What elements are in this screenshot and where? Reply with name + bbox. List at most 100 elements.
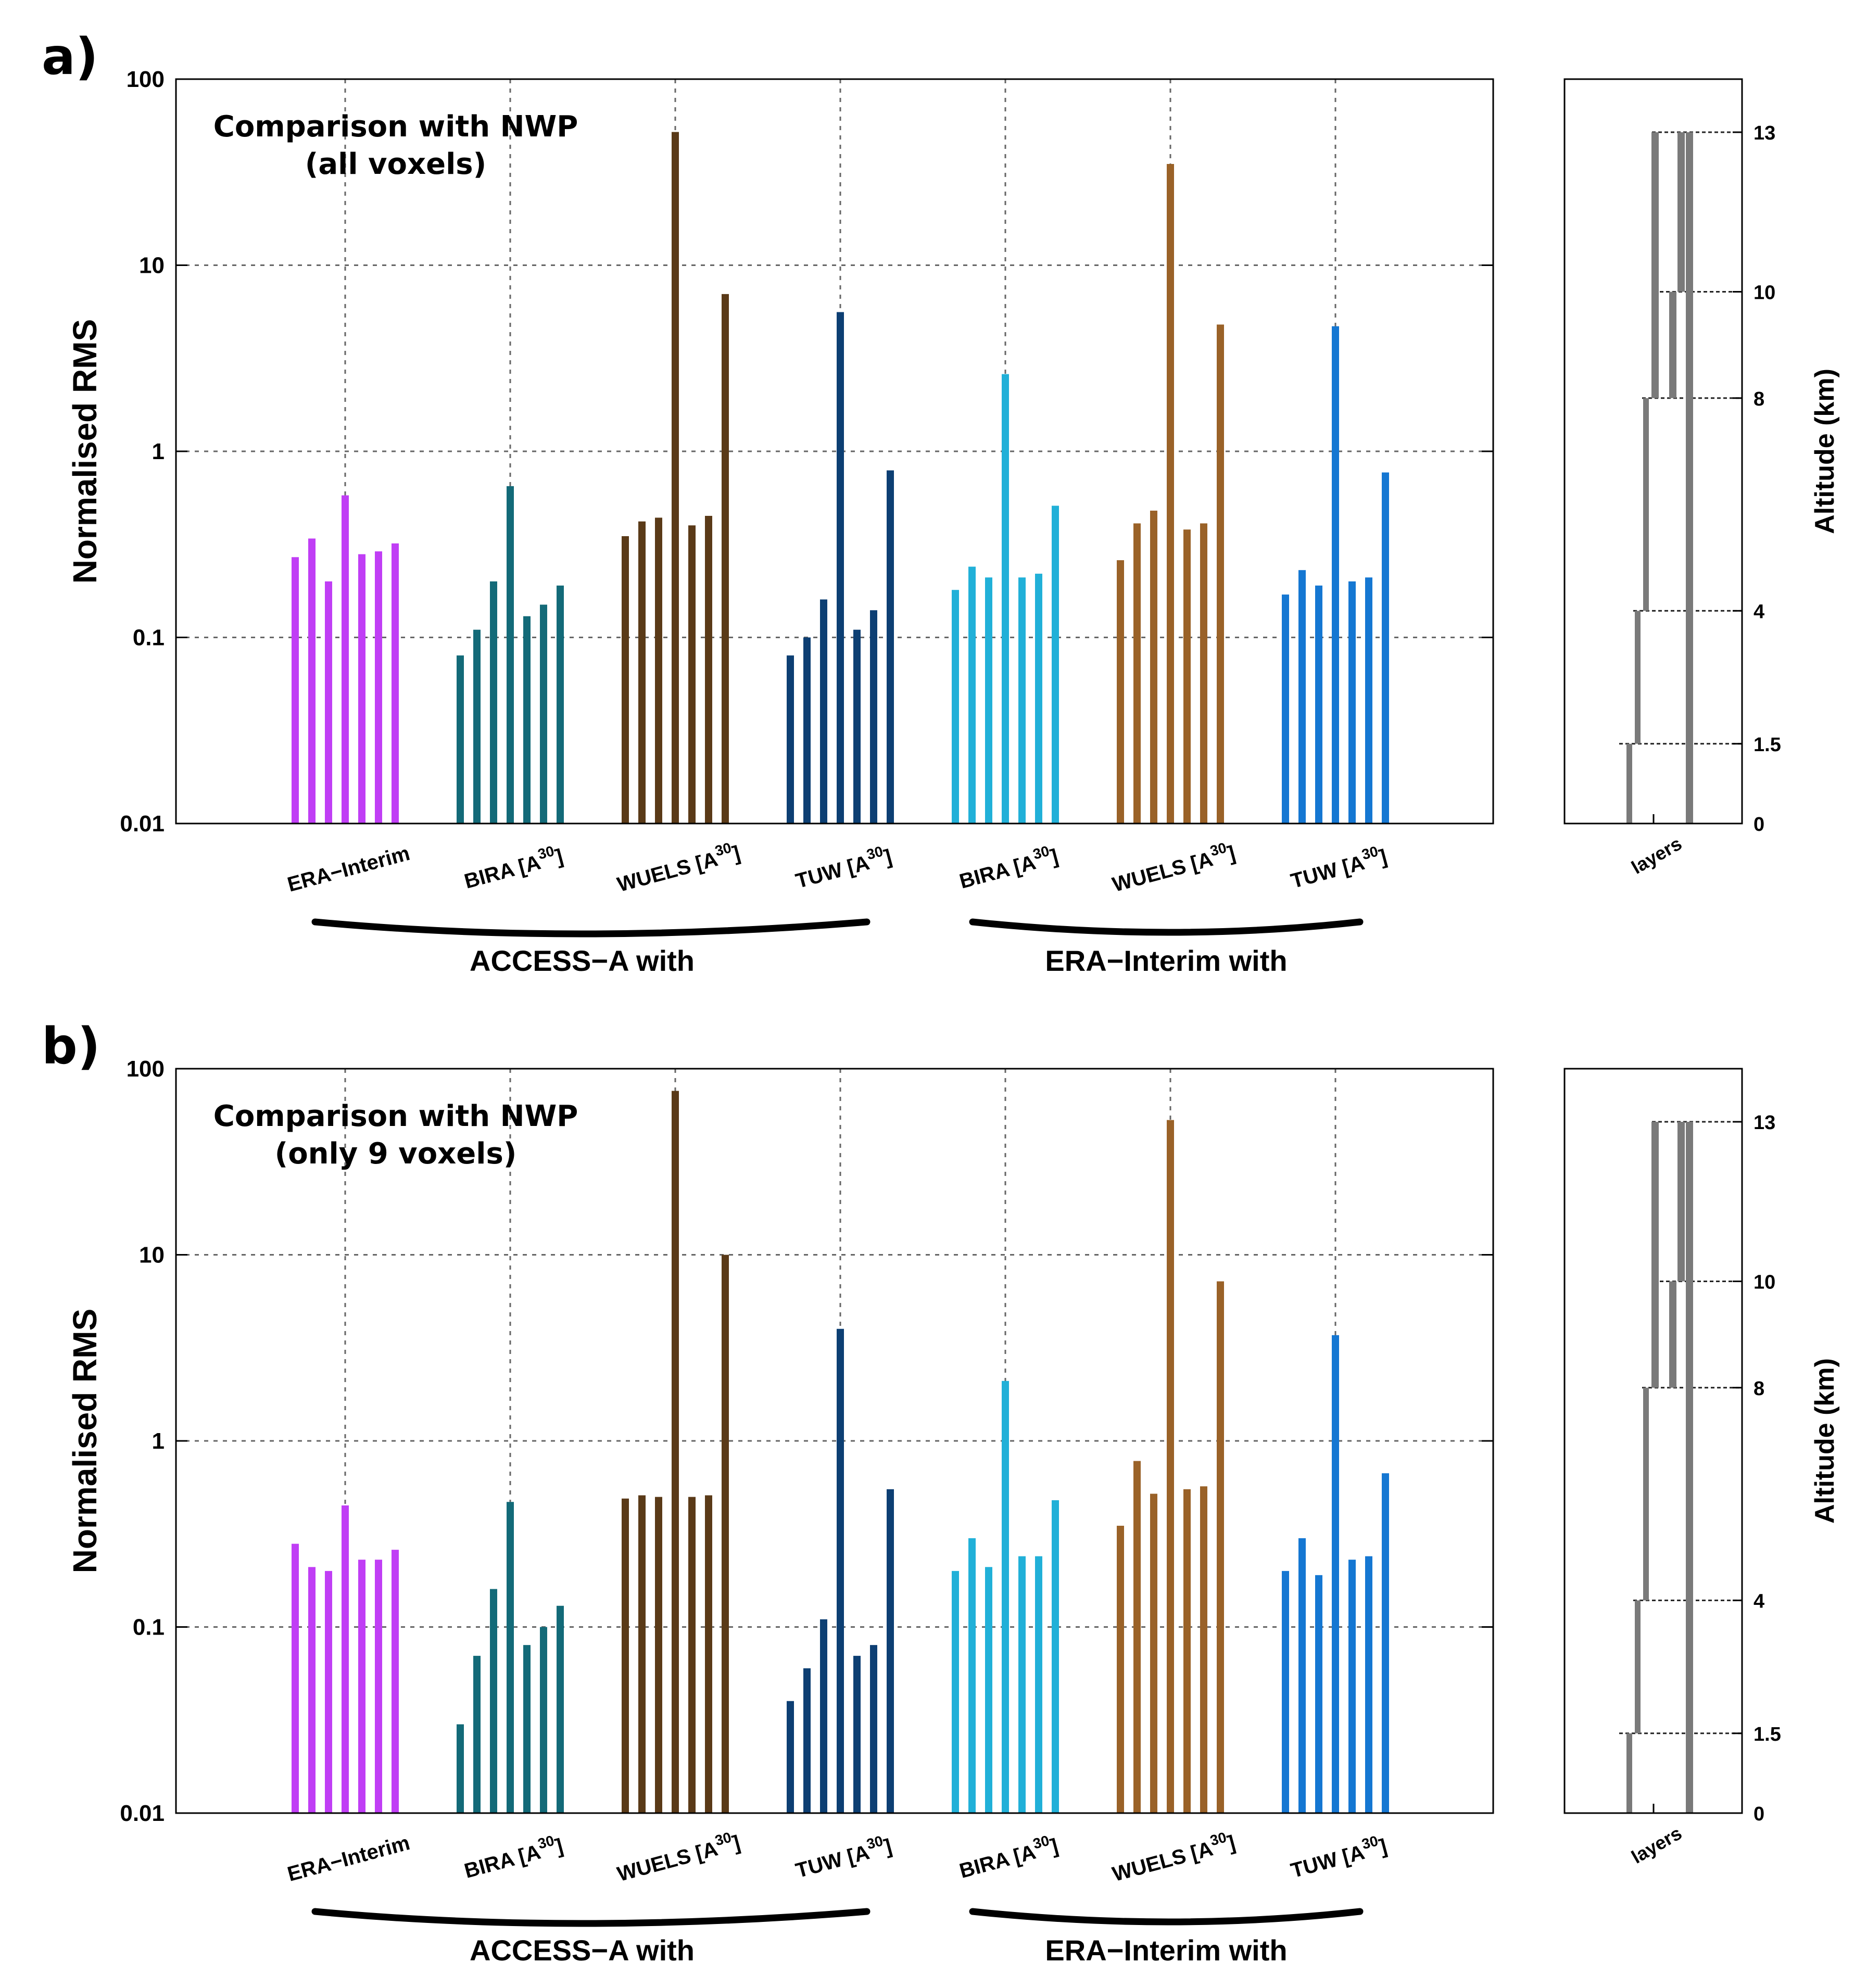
bracket-access xyxy=(311,918,871,938)
plot-frame xyxy=(175,78,1494,825)
bar-group-6: TUW [A30] xyxy=(1282,326,1390,893)
bar xyxy=(1133,523,1141,824)
altitude-tick-label: 8 xyxy=(1754,388,1764,410)
layer-bar xyxy=(1669,1281,1676,1388)
layer-bar xyxy=(1635,1600,1641,1733)
bar xyxy=(523,1645,531,1813)
x-category-label-base: BIRA [A xyxy=(462,1841,543,1883)
bar xyxy=(638,521,646,824)
x-category-label-base: TUW [A xyxy=(1289,1841,1367,1882)
y-tick-label: 0.01 xyxy=(120,811,165,837)
bar xyxy=(557,585,564,824)
x-category-label-base: BIRA [A xyxy=(462,851,543,893)
x-category-label: WUELS [A30] xyxy=(614,838,742,896)
bar xyxy=(787,1701,794,1813)
bar xyxy=(1282,594,1289,824)
bar xyxy=(1217,1281,1224,1813)
x-category-label: BIRA [A30] xyxy=(956,1830,1061,1882)
bar xyxy=(887,1489,894,1813)
x-category-label-sup: 30 xyxy=(865,843,885,863)
bar xyxy=(1200,523,1207,824)
bar xyxy=(1315,585,1322,824)
inset-title-line2: (only 9 voxels) xyxy=(275,1137,517,1171)
bar-group-2: WUELS [A30] xyxy=(614,1091,742,1886)
bracket-label-era: ERA−Interim with xyxy=(1045,944,1287,977)
y-tick-label: 100 xyxy=(127,67,165,92)
y-axis-label: Normalised RMS xyxy=(66,319,104,584)
altitude-tick-label: 4 xyxy=(1754,1590,1764,1612)
bar xyxy=(705,1495,712,1813)
bar xyxy=(705,515,712,824)
bar xyxy=(1382,472,1389,824)
x-category-label-base: WUELS [A xyxy=(615,847,720,896)
x-category-label: TUW [A30] xyxy=(792,1831,894,1882)
bar xyxy=(853,629,861,824)
x-category-label-sup: 30 xyxy=(865,1832,885,1852)
bar xyxy=(820,599,827,824)
layer-bar xyxy=(1677,1122,1685,1282)
bar xyxy=(325,1571,332,1813)
bar-group-0: ERA−Interim xyxy=(285,1505,412,1886)
bar-group-3: TUW [A30] xyxy=(787,1328,894,1882)
x-category-label-base: BIRA [A xyxy=(957,1841,1038,1883)
layer-bar xyxy=(1643,1387,1649,1601)
bar xyxy=(1217,324,1224,824)
x-category-label-base: TUW [A xyxy=(793,851,872,893)
bar xyxy=(392,1550,399,1813)
bar xyxy=(952,590,959,824)
x-category-label-sup: 30 xyxy=(1360,1832,1380,1852)
altitude-tick-label: 13 xyxy=(1754,122,1775,144)
bar xyxy=(342,495,349,824)
bar xyxy=(1298,570,1306,824)
bar-group-0: ERA−Interim xyxy=(285,495,412,896)
x-category-label-base: WUELS [A xyxy=(1110,1837,1215,1886)
bar xyxy=(985,1567,992,1813)
bar xyxy=(622,536,629,824)
panel-letter: b) xyxy=(42,1017,100,1075)
bar xyxy=(787,655,794,824)
bar xyxy=(292,557,299,824)
x-category-label: TUW [A30] xyxy=(792,841,894,893)
bar-group-4: BIRA [A30] xyxy=(952,1381,1061,1883)
bar xyxy=(1365,1556,1372,1813)
bar xyxy=(968,1538,976,1813)
bar xyxy=(1332,1335,1339,1813)
bar xyxy=(1018,577,1026,824)
x-category-label-sup: 30 xyxy=(1031,1832,1051,1852)
layers-inset: 0 1.5 4 8 10 13 Altitude (km) layers xyxy=(1563,1068,1840,1868)
y-tick-label: 100 xyxy=(127,1056,165,1082)
altitude-tick-label: 4 xyxy=(1754,601,1764,623)
layers-label: layers xyxy=(1628,1822,1685,1868)
altitude-tick-label: 13 xyxy=(1754,1112,1775,1134)
bracket-era xyxy=(969,1908,1364,1926)
bar xyxy=(1183,1489,1191,1813)
bar xyxy=(870,610,877,824)
bar xyxy=(308,538,316,824)
layer-bar xyxy=(1669,292,1676,398)
bar xyxy=(870,1645,877,1813)
x-category-label-sup: 30 xyxy=(713,1829,733,1849)
x-category-label: BIRA [A30] xyxy=(461,841,565,893)
x-category-label: ERA−Interim xyxy=(285,1831,412,1886)
bracket-label-access: ACCESS−A with xyxy=(470,944,695,977)
layer-bar xyxy=(1686,1122,1693,1813)
bar xyxy=(473,629,481,824)
altitude-tick-label: 1.5 xyxy=(1754,734,1781,756)
bar xyxy=(1035,1556,1042,1813)
bar-group-5: WUELS [A30] xyxy=(1110,1120,1238,1886)
y-axis-label: Normalised RMS xyxy=(66,1309,104,1574)
x-category-label: WUELS [A30] xyxy=(614,1827,742,1886)
bar xyxy=(1052,1500,1059,1813)
altitude-axis-label: Altitude (km) xyxy=(1810,1358,1840,1524)
layer-bar xyxy=(1626,743,1632,824)
bar xyxy=(1133,1461,1141,1813)
bar xyxy=(1117,560,1124,824)
layer-bar xyxy=(1677,132,1685,292)
bar xyxy=(342,1505,349,1813)
bar xyxy=(1052,505,1059,824)
bar xyxy=(853,1655,861,1813)
x-category-label: ERA−Interim xyxy=(285,842,412,896)
layers-inset: 0 1.5 4 8 10 13 Altitude (km) layers xyxy=(1563,78,1840,878)
bracket-label-era: ERA−Interim with xyxy=(1045,1934,1287,1967)
